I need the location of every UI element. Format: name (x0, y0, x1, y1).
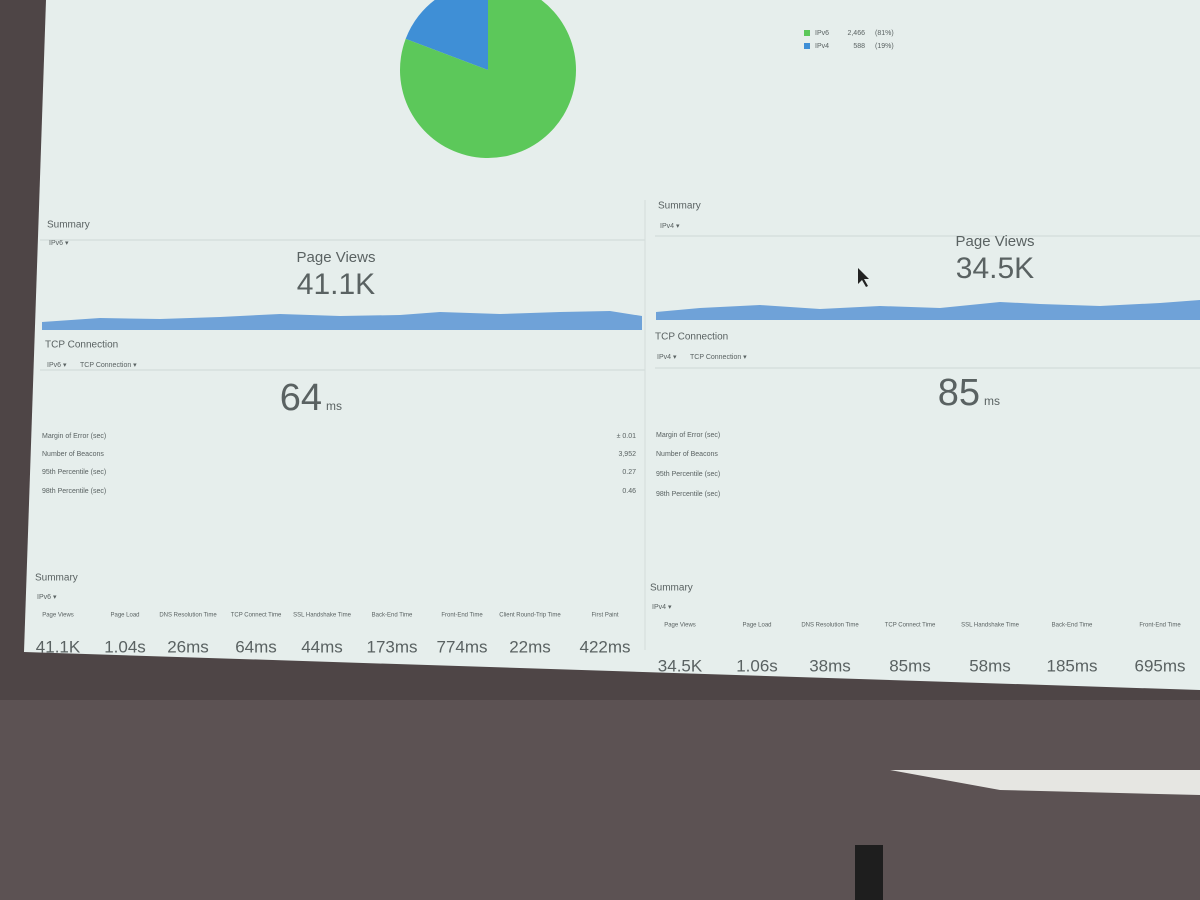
column-header: TCP Connect Time (231, 613, 282, 619)
tcp-unit: ms (984, 394, 1000, 408)
legend-percent: (19%) (875, 43, 894, 50)
column-header: Client Round-Trip Time (499, 613, 561, 619)
table-title: Summary (650, 583, 693, 594)
column-header: SSL Handshake Time (293, 613, 351, 619)
column-header: TCP Connect Time (885, 623, 936, 629)
filter-dropdown[interactable]: IPv6 ▾ (37, 594, 57, 601)
sparkline (656, 300, 1200, 320)
column-value: 774ms (436, 637, 487, 656)
summary-title: Summary (658, 201, 701, 212)
column-value: 34.5K (658, 656, 703, 675)
table-title: Summary (35, 573, 78, 584)
legend-value: 588 (853, 43, 865, 50)
stat-value: 0.27 (622, 469, 636, 476)
column-header: Page Views (664, 623, 696, 629)
legend-swatch (804, 30, 810, 36)
filter-dropdown[interactable]: TCP Connection ▾ (80, 362, 137, 369)
tcp-title: TCP Connection (655, 332, 728, 343)
column-header: SSL Handshake Time (961, 623, 1019, 629)
column-value: 26ms (167, 637, 209, 656)
sparkline (42, 311, 642, 330)
column-header: DNS Resolution Time (159, 613, 217, 619)
filter-dropdown[interactable]: IPv6 ▾ (47, 362, 67, 369)
legend-value: 2,466 (847, 30, 865, 37)
column-header: First Paint (591, 613, 618, 619)
wall (0, 700, 1200, 900)
column-value: 185ms (1046, 656, 1097, 675)
legend-label: IPv6 (815, 30, 829, 37)
tcp-unit: ms (326, 399, 342, 413)
tcp-value: 85 (938, 372, 980, 414)
column-header: Page Views (42, 613, 74, 619)
stat-label: Margin of Error (sec) (656, 432, 720, 439)
stat-value: 0.46 (622, 488, 636, 495)
column-header: Page Load (110, 613, 139, 619)
column-value: 1.04s (104, 637, 146, 656)
metric-label: Page Views (956, 233, 1035, 250)
column-value: 695ms (1134, 656, 1185, 675)
stat-label: 95th Percentile (sec) (656, 471, 720, 478)
cursor (858, 268, 869, 287)
pie-slice (405, 0, 488, 70)
desk-edge (890, 770, 1200, 795)
metric-value: 34.5K (956, 252, 1034, 285)
filter-dropdown[interactable]: TCP Connection ▾ (690, 354, 747, 361)
column-value: 422ms (579, 637, 630, 656)
legend-label: IPv4 (815, 43, 829, 50)
filter-dropdown[interactable]: IPv6 ▾ (49, 240, 69, 247)
filter-dropdown[interactable]: IPv4 ▾ (652, 604, 672, 611)
column-value: 85ms (889, 656, 931, 675)
column-value: 1.06s (736, 656, 778, 675)
column-value: 58ms (969, 656, 1011, 675)
tcp-value: 64 (280, 377, 322, 419)
object (855, 845, 883, 900)
column-header: Front-End Time (441, 613, 483, 619)
column-header: Back-End Time (372, 613, 413, 619)
stat-label: 95th Percentile (sec) (42, 469, 106, 476)
filter-dropdown[interactable]: IPv4 ▾ (657, 354, 677, 361)
stat-label: Number of Beacons (656, 451, 718, 458)
stat-label: Margin of Error (sec) (42, 433, 106, 440)
column-value: 44ms (301, 637, 343, 656)
stat-value: ± 0.01 (617, 433, 637, 440)
column-header: Back-End Time (1052, 623, 1093, 629)
pie-slice (400, 0, 576, 158)
column-header: DNS Resolution Time (801, 623, 859, 629)
legend-swatch (804, 43, 810, 49)
column-value: 38ms (809, 656, 851, 675)
stat-label: 98th Percentile (sec) (656, 491, 720, 498)
column-header: Front-End Time (1139, 623, 1181, 629)
column-header: Page Load (742, 623, 771, 629)
column-value: 64ms (235, 637, 277, 656)
metric-label: Page Views (297, 249, 376, 266)
metric-value: 41.1K (297, 268, 375, 301)
column-value: 173ms (366, 637, 417, 656)
column-value: 41.1K (36, 637, 81, 656)
summary-title: Summary (47, 220, 90, 231)
tcp-title: TCP Connection (45, 340, 118, 351)
stat-value: 3,952 (618, 451, 636, 458)
filter-dropdown[interactable]: IPv4 ▾ (660, 223, 680, 230)
screen (24, 0, 1200, 690)
stat-label: 98th Percentile (sec) (42, 488, 106, 495)
stat-label: Number of Beacons (42, 451, 104, 458)
column-value: 22ms (509, 637, 551, 656)
legend-percent: (81%) (875, 30, 894, 37)
